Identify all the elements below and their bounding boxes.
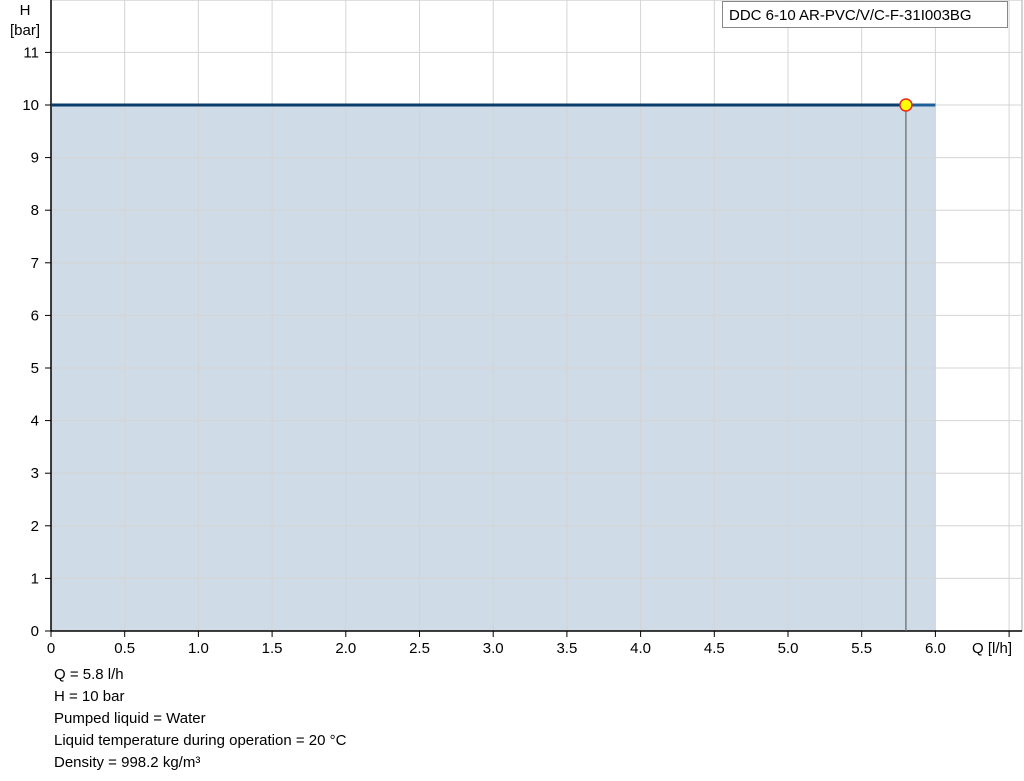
x-tick-label: 1.0 <box>188 640 209 657</box>
x-tick-label: 0 <box>47 640 55 657</box>
x-tick-label: 6.0 <box>925 640 946 657</box>
x-tick-label: 0.5 <box>114 640 135 657</box>
x-tick-label: 1.5 <box>262 640 283 657</box>
info-flow: Q = 5.8 l/h <box>54 666 124 683</box>
x-tick-label: 3.5 <box>556 640 577 657</box>
x-tick-label: 5.0 <box>778 640 799 657</box>
y-tick-label: 6 <box>31 307 39 324</box>
x-tick-label: 2.5 <box>409 640 430 657</box>
x-tick-label: 3.0 <box>483 640 504 657</box>
y-tick-label: 11 <box>23 44 39 61</box>
info-density: Density = 998.2 kg/m³ <box>54 754 201 771</box>
x-axis-label: Q [l/h] <box>972 640 1012 657</box>
y-tick-label: 10 <box>22 97 39 114</box>
x-tick-label: 4.5 <box>704 640 725 657</box>
y-tick-label: 4 <box>31 413 39 430</box>
y-tick-label: 0 <box>31 623 39 640</box>
chart-title-box: DDC 6-10 AR-PVC/V/C-F-31I003BG <box>722 1 1008 28</box>
y-tick-label: 9 <box>31 150 39 167</box>
y-axis-label-unit: [bar] <box>10 22 40 39</box>
info-head: H = 10 bar <box>54 688 125 705</box>
y-axis-label-name: H <box>20 2 31 19</box>
y-tick-label: 2 <box>31 518 39 535</box>
info-temperature: Liquid temperature during operation = 20… <box>54 732 347 749</box>
x-tick-label: 5.5 <box>851 640 872 657</box>
y-tick-label: 8 <box>31 202 39 219</box>
x-tick-label: 2.0 <box>335 640 356 657</box>
y-tick-label: 1 <box>31 570 39 587</box>
y-tick-label: 3 <box>31 465 39 482</box>
y-tick-label: 5 <box>31 360 39 377</box>
x-tick-label: 4.0 <box>630 640 651 657</box>
operating-point <box>899 98 913 112</box>
y-tick-label: 7 <box>31 255 39 272</box>
info-liquid: Pumped liquid = Water <box>54 710 206 727</box>
